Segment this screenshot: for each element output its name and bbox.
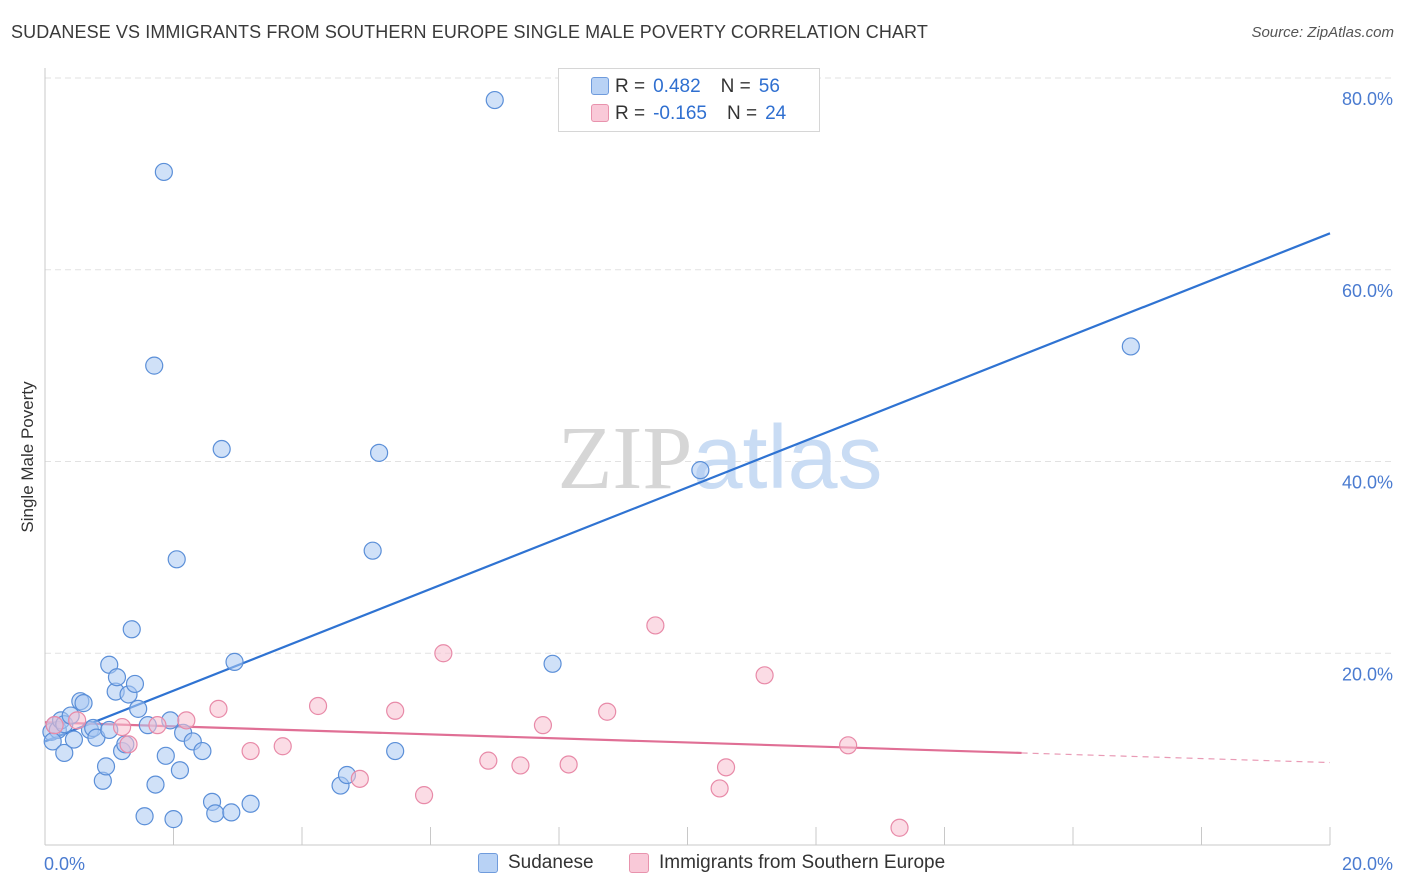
legend-r-value: -0.165	[653, 103, 707, 124]
y-tick-label: 60.0%	[1342, 281, 1393, 301]
legend-row-southern-europe: R = -0.165 N = 24	[591, 102, 787, 126]
southern-europe-point	[68, 711, 87, 730]
legend-swatch-southern-europe	[591, 104, 609, 122]
southern-europe-point	[716, 758, 736, 777]
southern-europe-point	[350, 769, 369, 788]
southern-europe-point	[308, 696, 328, 716]
watermark-zip: ZIP	[557, 409, 692, 508]
southern-europe-point	[559, 755, 578, 774]
southern-europe-point	[148, 716, 167, 735]
sudanese-point	[241, 794, 260, 813]
sudanese-point	[96, 757, 116, 776]
sudanese-point	[145, 356, 164, 375]
sudanese-point	[167, 550, 186, 569]
southern-europe-point	[112, 717, 132, 737]
sudanese-point	[363, 541, 382, 560]
legend-label-southern-europe: Immigrants from Southern Europe	[659, 852, 946, 873]
tick-labels: 20.0% 40.0% 60.0% 80.0% 0.0% 20.0%	[44, 89, 1393, 874]
sudanese-point	[543, 654, 562, 673]
southern-europe-point	[890, 818, 909, 837]
legend-label-sudanese: Sudanese	[508, 852, 594, 873]
southern-europe-point	[511, 756, 530, 775]
sudanese-point	[122, 620, 141, 639]
sudanese-point	[135, 807, 154, 826]
legend-row-sudanese: R = 0.482 N = 56	[591, 75, 780, 99]
sudanese-point	[206, 804, 225, 823]
y-tick-label: 40.0%	[1342, 473, 1393, 493]
legend-r-label: R =	[615, 103, 646, 124]
data-points	[42, 90, 1140, 837]
southern-europe-point	[479, 751, 498, 770]
legend-r-label: R =	[615, 76, 646, 97]
legend-item-southern-europe[interactable]: Immigrants from Southern Europe	[629, 852, 945, 874]
legend-n-label: N =	[720, 76, 751, 97]
sudanese-point	[146, 775, 165, 794]
sudanese-point	[129, 699, 148, 718]
series-legend: Sudanese Immigrants from Southern Europe	[0, 852, 1406, 878]
x-tick-label: 0.0%	[44, 854, 85, 874]
southern-europe-point	[273, 737, 292, 756]
sudanese-point	[193, 741, 212, 761]
southern-europe-point	[386, 701, 405, 720]
sudanese-point	[212, 439, 231, 459]
sudanese-point	[170, 761, 190, 780]
sudanese-point	[55, 743, 74, 763]
southern-europe-point	[119, 735, 138, 754]
sudanese-point	[107, 668, 127, 687]
y-tick-label: 80.0%	[1342, 89, 1393, 109]
southern-europe-point	[598, 702, 617, 721]
southern-europe-point	[533, 716, 553, 735]
legend-swatch-southern-europe	[629, 853, 649, 873]
sudanese-point	[485, 90, 504, 110]
southern-europe-point	[710, 779, 729, 798]
southern-europe-point	[241, 741, 260, 761]
x-tick-label: 20.0%	[1342, 854, 1393, 874]
southern-europe-point	[839, 736, 858, 755]
sudanese-point	[370, 443, 389, 462]
sudanese-point	[64, 730, 84, 749]
legend-swatch-sudanese	[478, 853, 498, 873]
watermark: ZIPatlas	[557, 408, 882, 508]
sudanese-point	[74, 694, 93, 713]
southern-europe-point	[177, 711, 196, 730]
southern-europe-point	[414, 786, 434, 805]
chart-title: SUDANESE VS IMMIGRANTS FROM SOUTHERN EUR…	[11, 22, 928, 42]
correlation-legend: R = 0.482 N = 56 R = -0.165 N = 24	[558, 68, 820, 132]
legend-n-value: 56	[758, 76, 780, 97]
sudanese-point	[691, 461, 710, 480]
southern-europe-point	[434, 644, 453, 663]
southern-europe-point	[45, 716, 64, 735]
legend-r-value: 0.482	[653, 76, 701, 97]
sudanese-point	[222, 803, 241, 822]
gridlines	[45, 77, 1395, 654]
southern-europe-trend-extension	[1021, 752, 1331, 764]
southern-europe-point	[755, 666, 774, 685]
sudanese-point	[154, 162, 173, 182]
sudanese-point	[225, 652, 244, 671]
sudanese-point	[125, 674, 145, 694]
axes	[44, 68, 1331, 846]
y-tick-label: 20.0%	[1342, 664, 1393, 684]
watermark-atlas: atlas	[692, 408, 882, 508]
sudanese-trend-line	[44, 232, 1331, 743]
legend-n-label: N =	[726, 103, 758, 124]
southern-europe-point	[209, 699, 228, 718]
sudanese-point	[164, 810, 183, 829]
sudanese-point	[1121, 337, 1140, 356]
southern-europe-point	[646, 616, 665, 635]
chart-source: Source: ZipAtlas.com	[1251, 24, 1394, 41]
trend-lines	[44, 232, 1331, 764]
legend-n-value: 24	[765, 103, 787, 124]
sudanese-point	[386, 741, 405, 761]
sudanese-point	[156, 746, 175, 765]
southern-europe-trend-line	[44, 721, 1022, 755]
legend-item-sudanese[interactable]: Sudanese	[478, 852, 594, 874]
legend-swatch-sudanese	[591, 77, 609, 95]
